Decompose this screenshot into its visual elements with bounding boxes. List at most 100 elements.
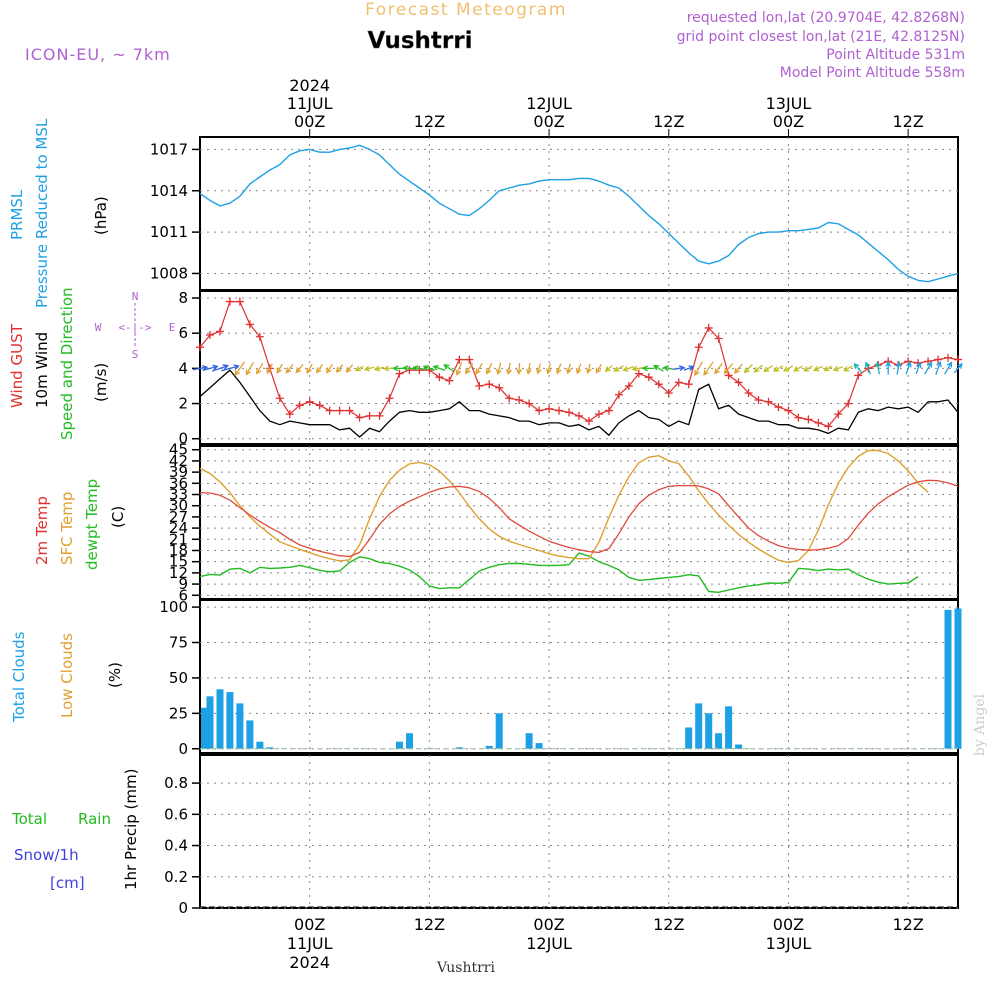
gust-marker bbox=[634, 369, 643, 378]
gust-marker bbox=[754, 396, 763, 405]
cloud-bar bbox=[256, 741, 264, 749]
y-tick-label: 100 bbox=[159, 598, 188, 616]
top-axis-label: 12Z bbox=[653, 112, 684, 131]
wind-direction-arrow bbox=[335, 364, 344, 373]
cloud-bar bbox=[685, 727, 693, 749]
cloud-bar bbox=[485, 745, 493, 749]
precip-legend-rain: Rain bbox=[78, 810, 111, 828]
clouds-label: Total Clouds Low Clouds (%) bbox=[10, 631, 124, 723]
gust-marker bbox=[774, 403, 783, 412]
top-axis-label: 13JUL bbox=[766, 94, 812, 113]
pressure-line bbox=[199, 144, 959, 283]
y-tick-label: 75 bbox=[169, 634, 188, 652]
grid-point-coords: grid point closest lon,lat (21E, 42.8125… bbox=[677, 29, 965, 45]
wind-direction-arrow bbox=[432, 364, 446, 372]
cloud-bar bbox=[455, 747, 463, 749]
wind-direction-arrow bbox=[285, 363, 294, 374]
gust-marker bbox=[445, 376, 454, 385]
gust-marker bbox=[614, 390, 623, 399]
wind-direction-arrow bbox=[905, 361, 912, 375]
wind-direction-arrow bbox=[266, 363, 273, 375]
wind-direction-arrow bbox=[555, 363, 562, 375]
gust-marker bbox=[784, 406, 793, 415]
y-tick-label: 8 bbox=[178, 289, 188, 307]
wind-direction-arrow bbox=[734, 363, 743, 374]
gust-marker bbox=[694, 343, 703, 352]
wind-direction-arrow bbox=[763, 364, 774, 373]
gust-marker bbox=[824, 422, 833, 431]
bottom-axis-label: 12Z bbox=[892, 915, 923, 934]
y-tick-label: 0.6 bbox=[164, 805, 188, 823]
cloud-bar bbox=[226, 692, 234, 749]
compass-arrows: <-|-> bbox=[118, 321, 151, 334]
y-tick-label: 1011 bbox=[150, 223, 188, 241]
wind-direction-arrow bbox=[354, 365, 364, 372]
wind-direction-arrow bbox=[953, 362, 963, 374]
y-tick-label: 18 bbox=[169, 541, 188, 559]
wind-label: Wind GUST 10m Wind Speed and Direction (… bbox=[8, 287, 110, 440]
wind-direction-arrow bbox=[803, 365, 813, 372]
gust-marker bbox=[515, 396, 524, 405]
wind-direction-arrow bbox=[326, 363, 334, 374]
wind-direction-arrow bbox=[516, 363, 523, 375]
gust-marker bbox=[235, 297, 244, 306]
precip-legend-total: Total bbox=[11, 810, 47, 828]
gust-marker bbox=[305, 397, 314, 406]
temp-unit: (C) bbox=[109, 506, 127, 528]
wind-direction-arrow bbox=[221, 364, 240, 372]
cloud-bar bbox=[725, 706, 733, 749]
y-tick-label: 0 bbox=[178, 430, 188, 448]
gust-marker bbox=[704, 323, 713, 332]
bottom-axis-label: 00Z bbox=[294, 915, 325, 934]
product-title: Forecast Meteogram bbox=[365, 0, 567, 20]
gust-marker bbox=[804, 415, 813, 424]
bottom-axis-label: 00Z bbox=[773, 915, 804, 934]
gust-marker bbox=[455, 355, 464, 364]
wind-direction-arrow bbox=[565, 363, 572, 375]
gust-marker bbox=[465, 355, 474, 364]
gust-marker bbox=[535, 406, 544, 415]
gust-marker bbox=[255, 332, 264, 341]
wind-direction-arrow bbox=[631, 365, 645, 372]
gust-marker bbox=[525, 399, 534, 408]
wind-label-gust: Wind GUST bbox=[8, 323, 26, 408]
gust-marker bbox=[814, 418, 823, 427]
wind-direction-arrow bbox=[295, 364, 304, 374]
y-tick-label: 1014 bbox=[150, 182, 188, 200]
gust-marker bbox=[475, 381, 484, 390]
wind-label-10m: 10m Wind bbox=[33, 332, 51, 408]
pressure-label-line1: PRMSL bbox=[8, 189, 26, 240]
gust-marker bbox=[684, 380, 693, 389]
y-tick-label: 30 bbox=[169, 497, 188, 515]
wind-direction-arrow bbox=[412, 365, 426, 372]
clouds-panel: 0 25 50 75 100 bbox=[159, 598, 962, 758]
gust-marker bbox=[345, 406, 354, 415]
cloud-bar bbox=[406, 733, 413, 749]
gust-marker bbox=[435, 373, 444, 382]
cloud-bar bbox=[525, 733, 533, 749]
y-tick-label: 1008 bbox=[150, 264, 188, 282]
clouds-unit: (%) bbox=[106, 662, 124, 688]
requested-coords: requested lon,lat (20.9704E, 42.8268N) bbox=[687, 10, 965, 26]
wind-compass-icon: N S W E <-|-> bbox=[95, 290, 176, 361]
temp-label-dewpt: dewpt Temp bbox=[83, 479, 101, 570]
gust-marker bbox=[575, 411, 583, 420]
wind-direction-arrow bbox=[604, 365, 613, 372]
gust-marker bbox=[744, 389, 753, 397]
wind-direction-arrow bbox=[211, 364, 229, 372]
wind-direction-arrow bbox=[694, 361, 703, 377]
wind-direction-arrow bbox=[505, 362, 512, 376]
compass-s: S bbox=[132, 348, 139, 361]
cloud-bar bbox=[705, 713, 713, 749]
wind-direction-arrow bbox=[485, 362, 493, 375]
wind-direction-arrow bbox=[843, 365, 853, 372]
top-axis-label: 2024 bbox=[289, 76, 330, 95]
y-tick-label: 42 bbox=[169, 452, 188, 470]
clouds-frame bbox=[199, 599, 959, 754]
cloud-bar bbox=[735, 744, 743, 749]
gust-marker bbox=[355, 413, 364, 422]
wind-direction-arrow bbox=[885, 360, 892, 375]
wind-direction-arrow bbox=[782, 365, 794, 372]
